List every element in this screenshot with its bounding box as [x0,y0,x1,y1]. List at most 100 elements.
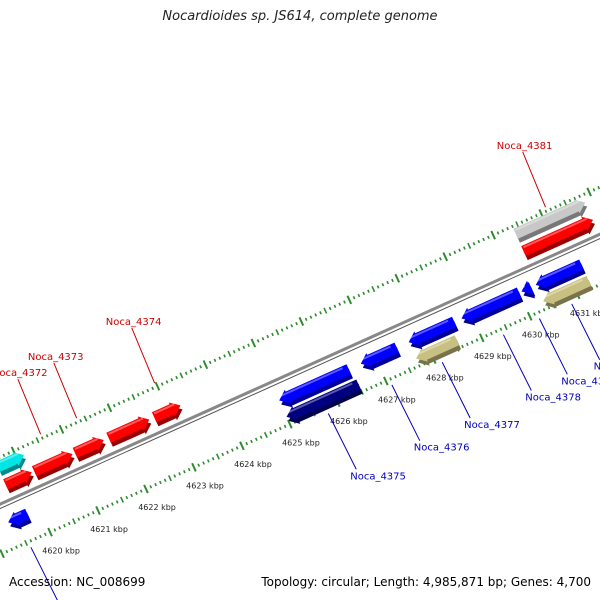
tick-mark [29,539,33,543]
tick-mark [328,306,332,311]
tick-mark [213,358,217,363]
tick-label: 4620 kbp [42,546,80,555]
gene-features[interactable] [0,199,600,530]
gene-arrow[interactable] [106,416,152,447]
gene-arrow[interactable] [542,275,594,309]
label-leader-line [131,327,156,384]
gene-arrow[interactable] [286,379,363,424]
gene-label[interactable]: Noca_4381 [497,141,553,152]
gene-arrow[interactable] [151,402,183,427]
outer-tick-track [0,185,600,459]
gene-arrow[interactable] [278,364,353,408]
gene-label[interactable]: Noca_4376 [414,443,470,454]
tick-mark [184,371,188,375]
tick-mark [91,511,95,515]
tick-mark [227,350,232,357]
tick-mark [499,327,503,331]
tick-mark [509,323,512,327]
tick-mark [269,431,273,435]
gene-arrow[interactable] [513,199,588,243]
tick-label: 4629 kbp [474,352,512,361]
tick-label: 4622 kbp [138,503,176,512]
tick-mark [398,372,402,377]
gene-arrow[interactable] [72,437,106,462]
tick-mark [586,187,592,197]
tick-mark [496,231,500,235]
gene-label[interactable]: Noca_4375 [350,471,406,482]
tick-mark [173,474,177,478]
tick-mark [295,321,298,326]
tick-mark [506,226,509,231]
label-leader-line [571,303,600,360]
gene-label[interactable]: Noca_4374 [106,317,162,328]
gene-arrow[interactable] [0,452,26,476]
tick-mark [226,450,229,454]
tick-mark [187,467,191,472]
gene-arrow[interactable] [461,287,524,326]
map-title: Nocardioides sp. JS614, complete genome [162,9,438,24]
gene-arrow[interactable] [7,508,32,530]
gene-arrow[interactable] [415,335,462,366]
gene-label[interactable]: Noca_4379 [561,376,600,387]
tick-mark [211,457,215,461]
tick-mark [275,329,280,336]
tick-mark [448,252,452,257]
label-leader-line [391,384,421,441]
tick-mark [98,410,102,414]
tick-mark [74,421,78,425]
tick-mark [7,451,11,455]
tick-mark [53,528,57,532]
gene-arrow[interactable] [408,316,459,350]
tick-mark [394,375,397,379]
gene-label[interactable]: Noca_4373 [28,352,84,363]
gene-arrow[interactable] [535,259,586,293]
tick-label: 4627 kbp [378,395,416,404]
tick-mark [31,440,35,445]
tick-mark [95,506,101,516]
tick-mark [242,345,246,350]
tick-mark [16,447,20,451]
tick-mark [487,235,490,239]
tick-label: 4631 kbp [570,309,600,318]
tick-mark [141,390,145,395]
tick-mark [10,547,14,552]
tick-mark [530,216,533,220]
gene-arrow[interactable] [360,342,401,371]
genome-backbone [0,232,600,510]
tick-mark [88,414,92,419]
tick-mark [542,308,546,312]
label-leader-line [327,413,357,470]
gene-arrow[interactable] [3,469,34,494]
tick-mark [131,393,136,401]
tick-mark [467,242,472,249]
gene-arrow[interactable] [521,280,536,299]
tick-mark [87,513,90,517]
tick-mark [403,370,407,375]
gene-label[interactable]: Noca_4380 [594,362,600,373]
tick-mark [419,264,424,271]
tick-mark [503,324,508,331]
tick-mark [376,285,380,289]
tick-mark [106,504,109,508]
tick-mark [159,480,162,485]
gene-label[interactable]: Noca_4372 [0,368,48,379]
tick-mark [463,246,466,250]
tick-mark [595,284,599,288]
tick-mark [271,332,274,337]
tick-mark [537,310,541,314]
tick-mark [139,489,143,493]
gene-label[interactable]: Noca_4378 [525,392,581,403]
tick-mark [582,192,586,196]
gene-label[interactable]: Noca_4377 [464,420,520,431]
tick-mark [526,311,533,321]
tick-mark [434,259,437,263]
tick-mark [461,344,464,349]
tick-mark [259,435,263,439]
tick-mark [55,429,59,434]
gene-arrow[interactable] [31,451,75,481]
gene-arrow[interactable] [521,216,595,261]
tick-mark [442,252,448,262]
tick-mark [115,500,119,504]
tick-mark [154,381,161,391]
